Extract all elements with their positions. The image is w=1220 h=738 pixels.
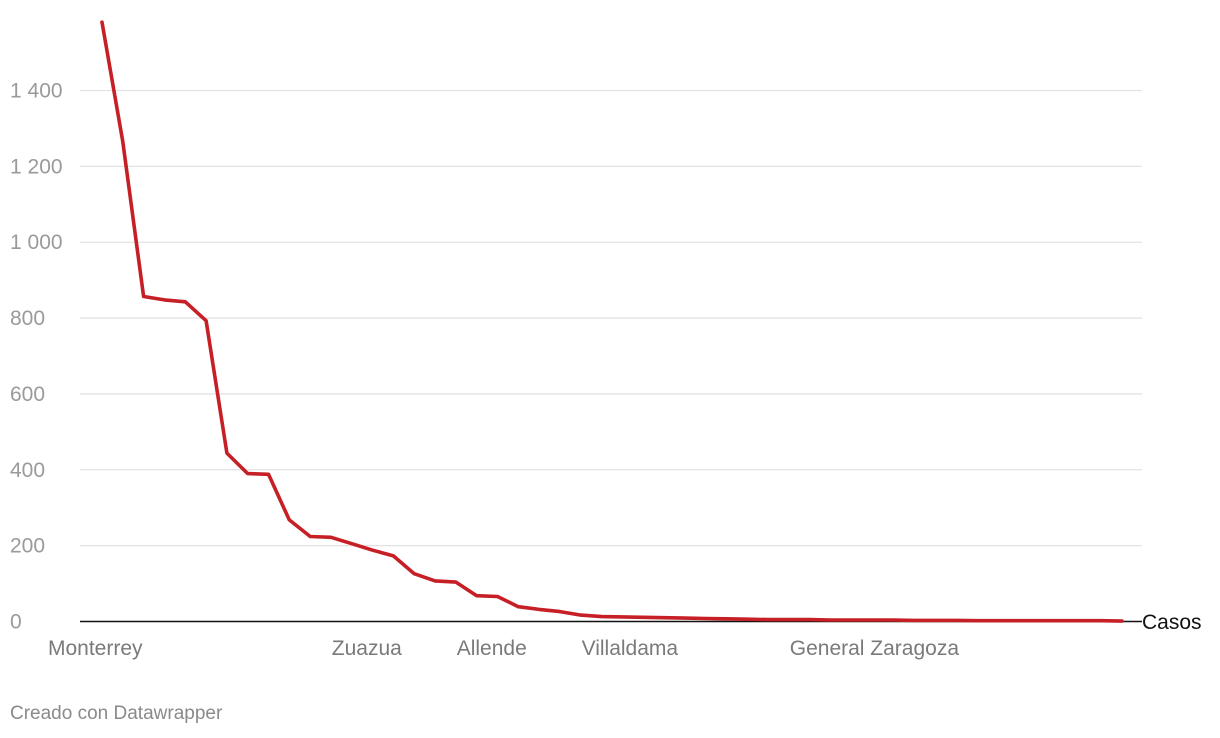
gridlines [80,89,1142,623]
y-tick-label: 1 000 [10,231,63,254]
series-label-casos: Casos [1142,611,1202,634]
footer-credit: Creado con Datawrapper [10,703,223,724]
y-tick-label: 0 [10,611,22,634]
y-tick-label: 200 [10,535,45,558]
x-tick-label: Zuazua [332,637,402,660]
y-tick-label: 1 400 [10,80,63,103]
x-tick-label: Monterrey [48,637,143,660]
y-tick-label: 800 [10,307,45,330]
x-axis-tick-labels: Monterrey Zuazua Allende Villaldama General … [48,637,959,660]
y-tick-label: 400 [10,459,45,482]
x-tick-label: Villaldama [582,637,679,660]
series-line-layer [100,20,1124,623]
x-tick-label: Allende [457,637,527,660]
y-axis-tick-labels: 0 200 400 600 800 1 000 1 200 1 400 [10,80,63,634]
series-line-casos [100,20,1124,623]
series-label-layer: Casos [1142,611,1202,634]
x-tick-label: General Zaragoza [790,637,960,660]
y-tick-label: 1 200 [10,155,63,178]
y-tick-label: 600 [10,383,45,406]
